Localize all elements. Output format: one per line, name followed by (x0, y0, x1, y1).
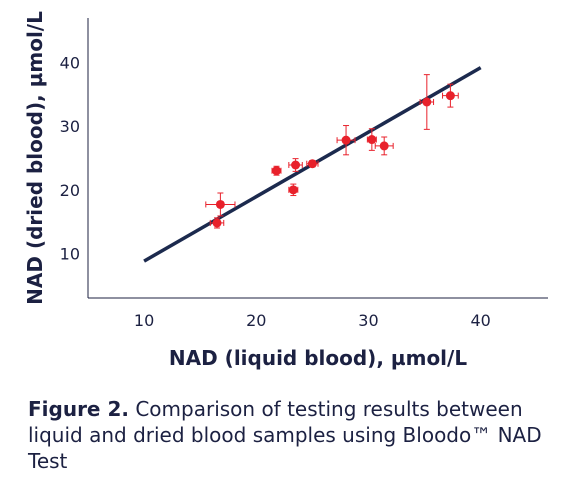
y-axis-title: NAD (dried blood), µmol/L (23, 11, 47, 305)
data-point (336, 125, 356, 156)
data-point (209, 217, 225, 229)
data-point-marker (288, 185, 298, 195)
y-tick-label: 40 (60, 54, 80, 73)
x-tick-labels: 10 20 30 40 (134, 311, 491, 330)
data-points (205, 74, 459, 229)
x-tick-label: 40 (471, 311, 491, 330)
x-tick-label: 20 (246, 311, 266, 330)
data-point (442, 83, 459, 108)
figure-caption: Figure 2. Comparison of testing results … (28, 396, 558, 474)
data-point-marker (307, 159, 317, 169)
data-point-marker (379, 141, 389, 151)
data-point-marker (367, 135, 377, 145)
chart-axes (87, 18, 548, 299)
data-point-marker (291, 160, 301, 170)
y-tick-labels: 10 20 30 40 (60, 54, 80, 264)
data-point-marker (341, 135, 351, 145)
data-point (306, 159, 319, 169)
scatter-chart: 10 20 30 40 10 20 30 40 NAD (liquid blood), µm… (23, 11, 548, 370)
data-point (419, 74, 435, 130)
data-point-marker (422, 97, 432, 107)
y-tick-label: 10 (60, 244, 80, 263)
x-tick-label: 30 (358, 311, 378, 330)
data-point-marker (215, 199, 225, 209)
data-point-marker (271, 166, 281, 176)
data-point (366, 128, 377, 151)
data-point (205, 192, 236, 217)
data-point (288, 183, 299, 197)
data-point-marker (445, 91, 455, 101)
figure-caption-text: Comparison of testing results between li… (28, 397, 542, 473)
data-point (374, 136, 394, 156)
x-axis-title: NAD (liquid blood), µmol/L (169, 346, 467, 370)
data-point (271, 165, 282, 176)
data-point (288, 158, 303, 172)
x-tick-label: 10 (134, 311, 154, 330)
data-point-marker (212, 218, 222, 228)
figure-caption-label: Figure 2. (28, 397, 129, 421)
y-tick-label: 30 (60, 117, 80, 136)
y-tick-label: 20 (60, 181, 80, 200)
